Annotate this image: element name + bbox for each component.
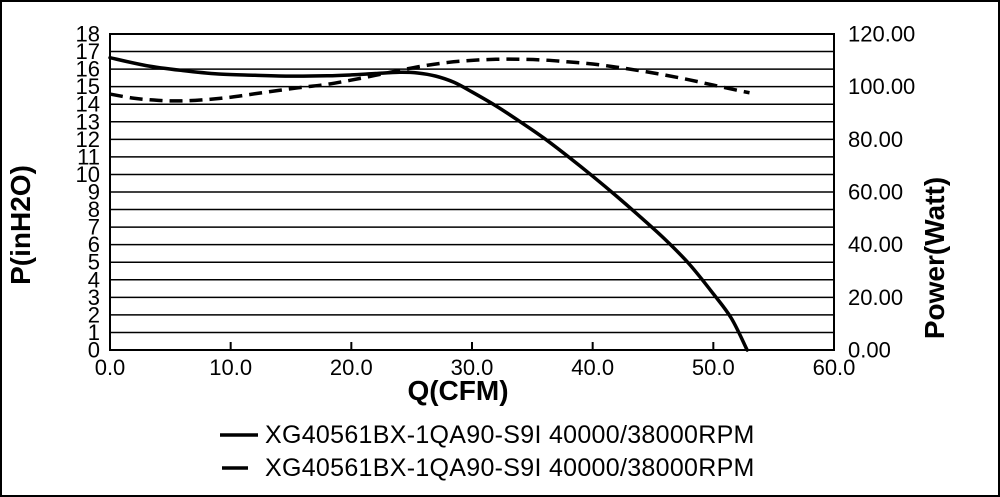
left-axis-tick-label: 17 [76, 39, 100, 64]
x-axis-ticks [229, 342, 715, 350]
x-axis-title: Q(CFM) [407, 375, 508, 406]
pressure-curve [108, 55, 749, 352]
legend-entry-2-label: XG40561BX-1QA90-S9I 40000/38000RPM [265, 454, 755, 482]
x-axis-tick-label: 20.0 [330, 355, 373, 380]
left-axis-tick-label: 14 [76, 92, 100, 117]
x-axis-tick-labels: 0.0 10.0 20.0 30.0 40.0 50.0 60.0 [95, 355, 856, 380]
right-axis-tick-label: 60.00 [848, 180, 903, 205]
left-axis-tick-label: 6 [88, 232, 100, 257]
right-axis-title: Power(Watt) [919, 177, 950, 339]
left-axis-tick-label: 12 [76, 127, 100, 152]
x-axis-tick-label: 50.0 [692, 355, 735, 380]
gridlines [110, 50, 834, 334]
left-axis-tick-label: 11 [77, 144, 100, 169]
left-axis-tick-label: 1 [88, 320, 100, 345]
right-axis-tick-label: 40.00 [848, 232, 903, 257]
right-axis-tick-label: 120.00 [848, 22, 915, 47]
left-axis-tick-label: 3 [88, 285, 100, 310]
left-axis-tick-label: 5 [88, 250, 100, 275]
left-axis-tick-label: 7 [88, 215, 100, 240]
right-axis-tick-labels: 0.00 20.00 40.00 60.00 80.00 100.00 120.00 [848, 22, 915, 363]
left-axis-tick-label: 2 [88, 302, 100, 327]
x-axis-tick-label: 0.0 [95, 355, 126, 380]
left-axis-tick-label: 0 [88, 338, 100, 363]
left-axis-tick-label: 4 [88, 267, 100, 292]
right-axis-tick-label: 80.00 [848, 127, 903, 152]
left-axis-tick-label: 9 [88, 180, 100, 205]
left-axis-tick-label: 18 [76, 22, 100, 47]
legend-entry-1-label: XG40561BX-1QA90-S9I 40000/38000RPM [265, 421, 755, 449]
right-axis-tick-label: 20.00 [848, 285, 903, 310]
x-axis-tick-label: 60.0 [813, 355, 856, 380]
left-axis-tick-label: 13 [76, 109, 100, 134]
legend: XG40561BX-1QA90-S9I 40000/38000RPM XG405… [220, 421, 755, 482]
left-axis-tick-label: 8 [88, 197, 100, 222]
right-axis-tick-label: 100.00 [848, 74, 915, 99]
x-axis-tick-label: 10.0 [209, 355, 252, 380]
power-curve [109, 57, 750, 103]
right-axis-tick-label: 0.00 [848, 338, 891, 363]
x-axis-tick-label: 40.0 [571, 355, 614, 380]
left-axis-tick-label: 15 [76, 74, 100, 99]
left-axis-title: P(inH2O) [5, 165, 36, 285]
left-axis-tick-label: 16 [76, 57, 100, 82]
plot-border [109, 33, 835, 351]
left-axis-tick-label: 10 [76, 162, 100, 187]
x-axis-tick-label: 30.0 [451, 355, 494, 380]
